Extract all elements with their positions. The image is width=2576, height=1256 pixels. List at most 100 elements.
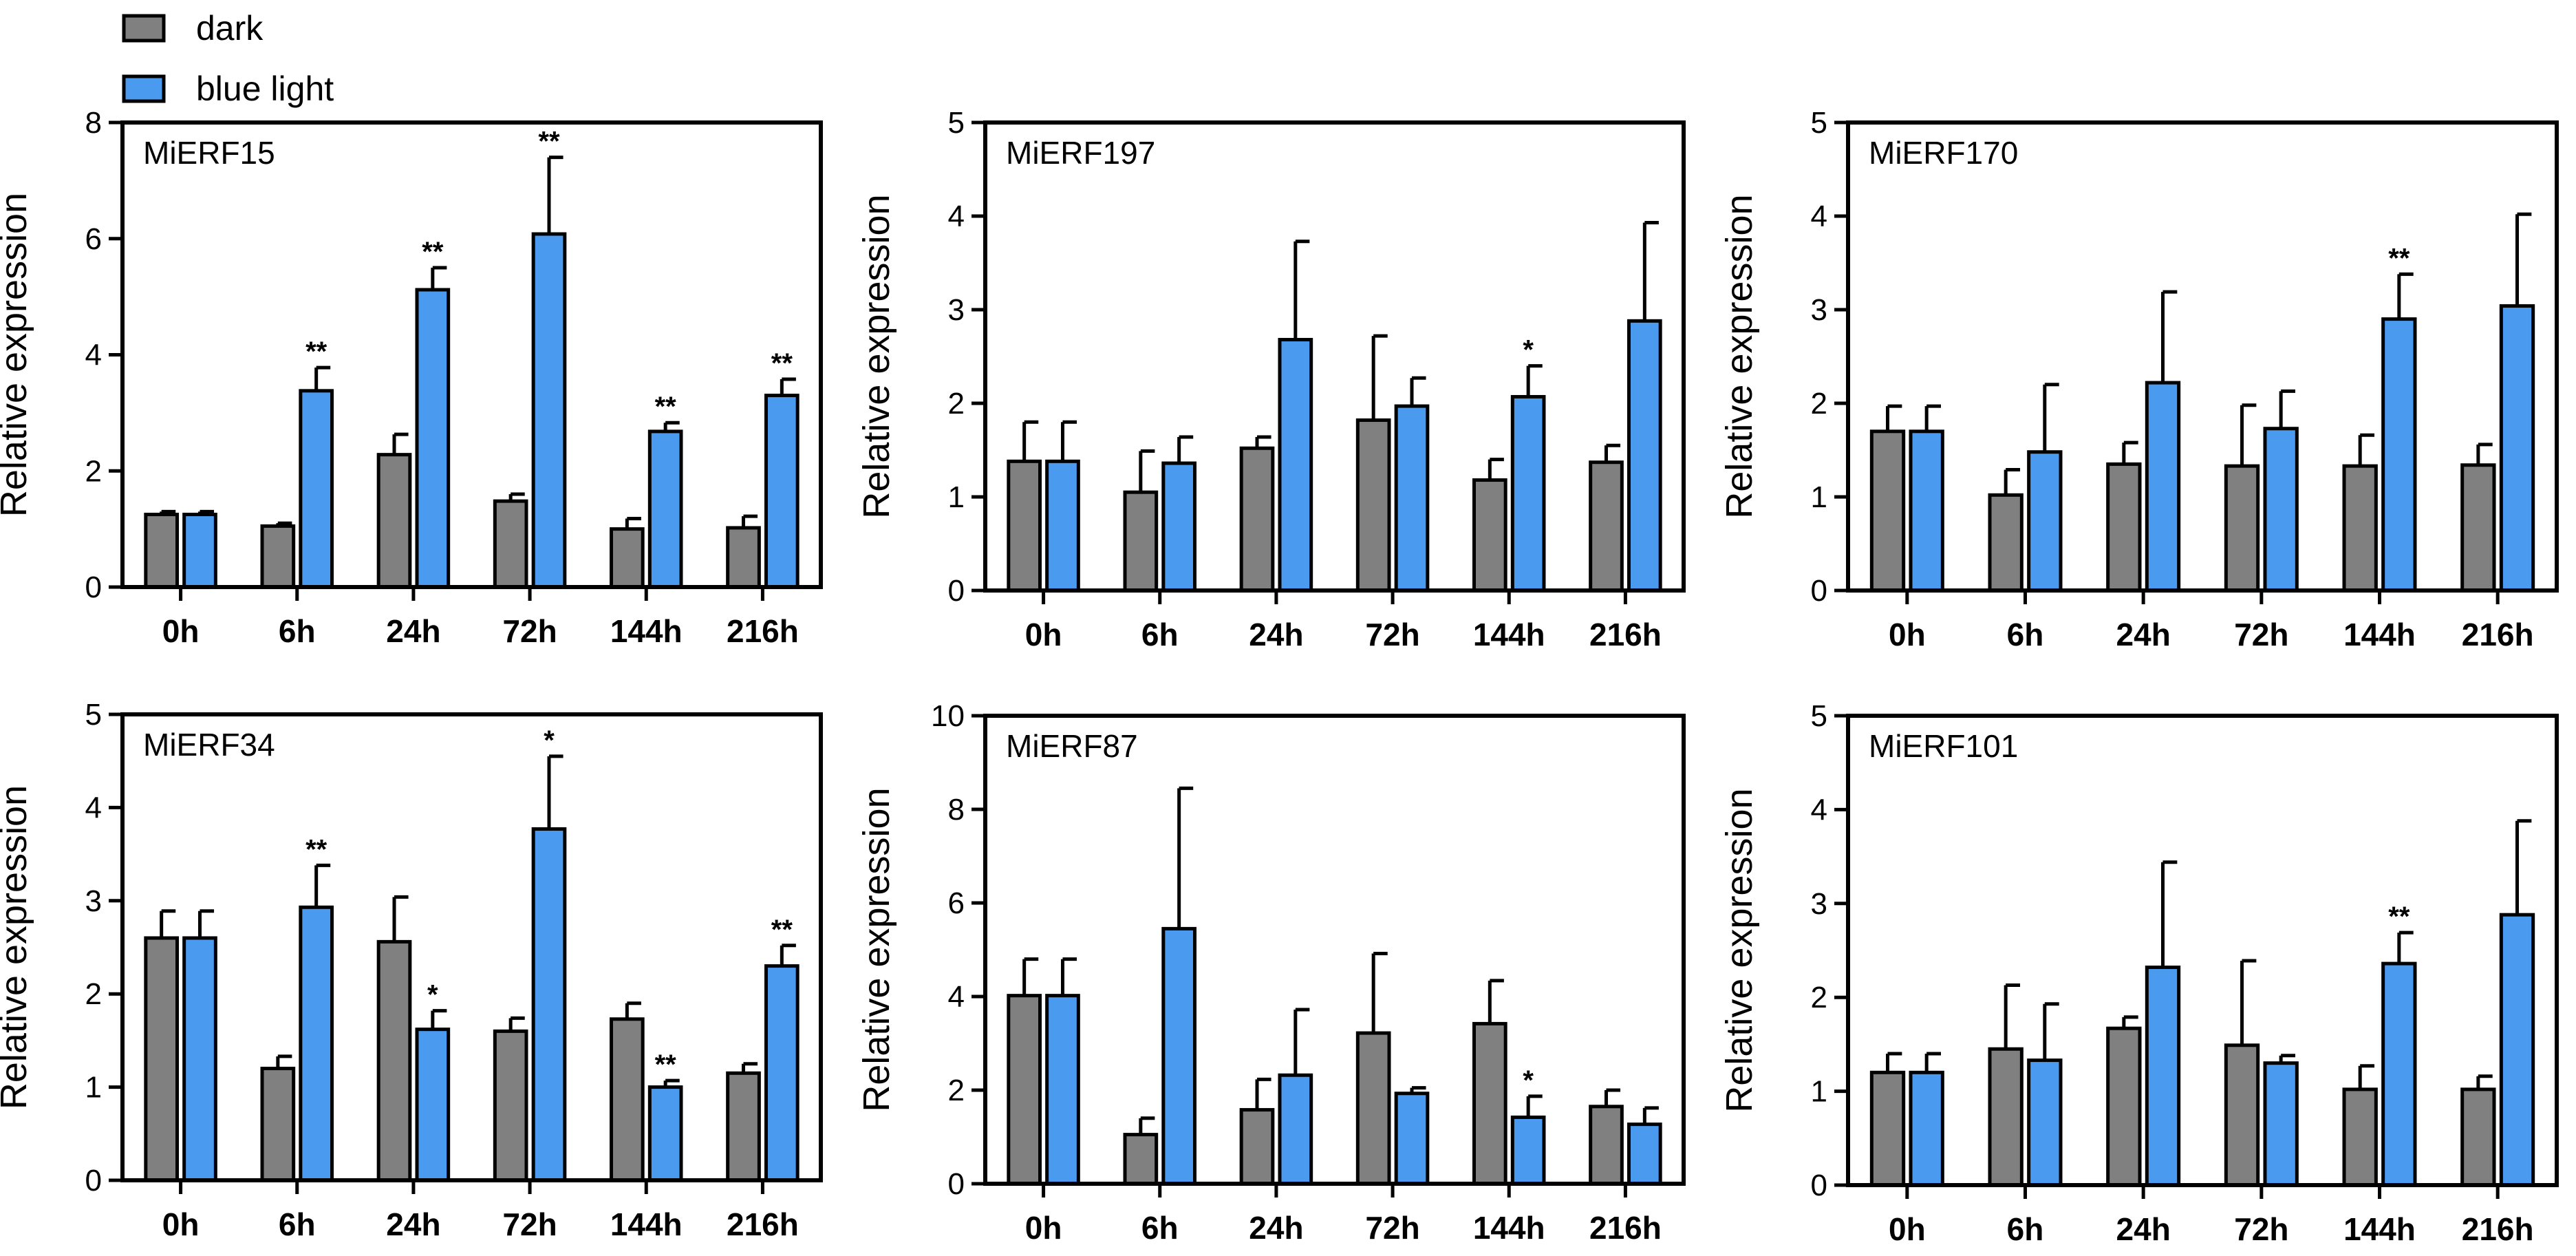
bar-group-blue-light-216h [764, 944, 799, 1182]
bar [2499, 304, 2535, 593]
bar-group-dark-6h [260, 521, 296, 589]
y-axis-label: Relative expression [1719, 194, 1760, 518]
bar [1394, 1092, 1430, 1186]
bar-group-dark-24h [2106, 440, 2142, 593]
bar [1123, 1133, 1159, 1186]
y-tick-label: 2 [85, 977, 102, 1011]
plot-frame [120, 712, 823, 1182]
bar-group-dark-72h [493, 492, 528, 589]
x-tick-label: 144h [1473, 617, 1545, 652]
bar [1472, 1021, 1507, 1186]
y-tick-label: 2 [1811, 387, 1827, 421]
bar [493, 499, 528, 589]
bar [1988, 493, 2024, 593]
bar-group-blue-light-24h [2145, 860, 2181, 1187]
significance-marker: ** [2388, 902, 2410, 932]
y-tick-label: 0 [948, 574, 965, 608]
bar-group-dark-0h [1869, 404, 1906, 593]
y-tick-label: 0 [85, 1164, 102, 1198]
y-tick-label: 10 [931, 699, 965, 733]
bar [376, 939, 412, 1182]
significance-marker: ** [422, 237, 444, 267]
y-tick-label: 2 [1811, 981, 1827, 1014]
y-tick-label: 3 [1811, 887, 1827, 921]
significance-marker: ** [771, 348, 793, 379]
bar [1909, 1070, 1944, 1187]
x-tick-label: 24h [2116, 617, 2171, 652]
bar-group-dark-6h [1988, 468, 2024, 593]
bar-group-dark-6h [1123, 449, 1159, 593]
bar-group-blue-light-6h [299, 863, 334, 1182]
x-tick-label: 0h [1889, 1211, 1926, 1247]
significance-marker: ** [655, 392, 677, 422]
x-tick-label: 72h [502, 613, 557, 649]
plot-frame [120, 120, 823, 589]
legend-swatch-dark [122, 14, 166, 43]
legend-swatch-blue-light [122, 74, 166, 103]
y-axis-label: Relative expression [0, 785, 34, 1109]
bar-group-blue-light-6h [299, 365, 334, 589]
panel-title: MiERF15 [143, 135, 275, 171]
bar-group-blue-light-216h [764, 377, 799, 589]
bar [1909, 429, 1944, 593]
significance-marker: * [1523, 335, 1534, 365]
panel-title: MiERF197 [1006, 135, 1155, 171]
x-tick-label: 72h [2234, 1211, 2288, 1247]
y-tick-label: 4 [1811, 200, 1827, 233]
y-tick-label: 1 [85, 1071, 102, 1105]
bar-group-blue-light-72h [2263, 1054, 2299, 1187]
significance-marker: ** [655, 1050, 677, 1080]
bar [1045, 459, 1080, 593]
bar-group-blue-light-0h [1045, 957, 1080, 1186]
bar-group-blue-light-144h [647, 421, 683, 589]
y-tick-label: 0 [948, 1167, 965, 1201]
panel-title: MiERF101 [1869, 728, 2018, 764]
panel-title: MiERF87 [1006, 728, 1138, 764]
bar-group-dark-144h [1472, 979, 1507, 1186]
bar [647, 1085, 683, 1182]
y-axis-label: Relative expression [856, 194, 897, 518]
plot-frame [1846, 714, 2559, 1187]
bar [1123, 490, 1159, 593]
bar [493, 1029, 528, 1182]
bar [1239, 446, 1275, 593]
bar [415, 1028, 451, 1182]
x-tick-label: 216h [727, 613, 799, 649]
bar-group-blue-light-0h [1045, 420, 1080, 593]
legend-item-dark: dark [122, 9, 264, 47]
bar [1869, 429, 1906, 593]
significance-marker: ** [771, 915, 793, 945]
bar [2027, 450, 2063, 593]
x-tick-label: 144h [2343, 1211, 2416, 1247]
bar-group-blue-light-144h [647, 1078, 683, 1182]
bar [182, 513, 217, 589]
y-axis-label: Relative expression [1719, 788, 1760, 1112]
bar-group-blue-light-0h [182, 909, 217, 1182]
chart-panel-mierf87: 0 2 4 6 8 10 Relative expression 0h 6h 24h 72h * 144… [856, 699, 1686, 1246]
x-tick-label: 216h [1589, 617, 1662, 652]
bar-group-dark-0h [144, 509, 180, 589]
bar [531, 827, 567, 1182]
bar-group-dark-216h [726, 514, 761, 589]
bar-group-blue-light-24h [2145, 290, 2181, 593]
y-tick-label: 6 [948, 886, 965, 920]
y-tick-label: 1 [1811, 1075, 1827, 1109]
x-tick-label: 72h [1365, 1210, 1419, 1246]
bar [1161, 461, 1196, 593]
significance-marker: * [544, 725, 555, 756]
y-tick-label: 0 [85, 571, 102, 604]
x-tick-label: 6h [2007, 617, 2044, 652]
bar [2263, 1061, 2299, 1187]
significance-marker: ** [305, 834, 328, 864]
y-tick-label: 1 [948, 480, 965, 514]
bar [260, 524, 296, 589]
bar [1627, 1122, 1662, 1186]
bar [1161, 926, 1196, 1186]
significance-marker: * [427, 980, 438, 1010]
bar-group-dark-72h [493, 1016, 528, 1182]
bar-group-blue-light-72h [1394, 1086, 1430, 1186]
bar [1278, 338, 1313, 593]
bar-group-blue-light-216h [2499, 819, 2535, 1187]
bar [1589, 1105, 1624, 1186]
